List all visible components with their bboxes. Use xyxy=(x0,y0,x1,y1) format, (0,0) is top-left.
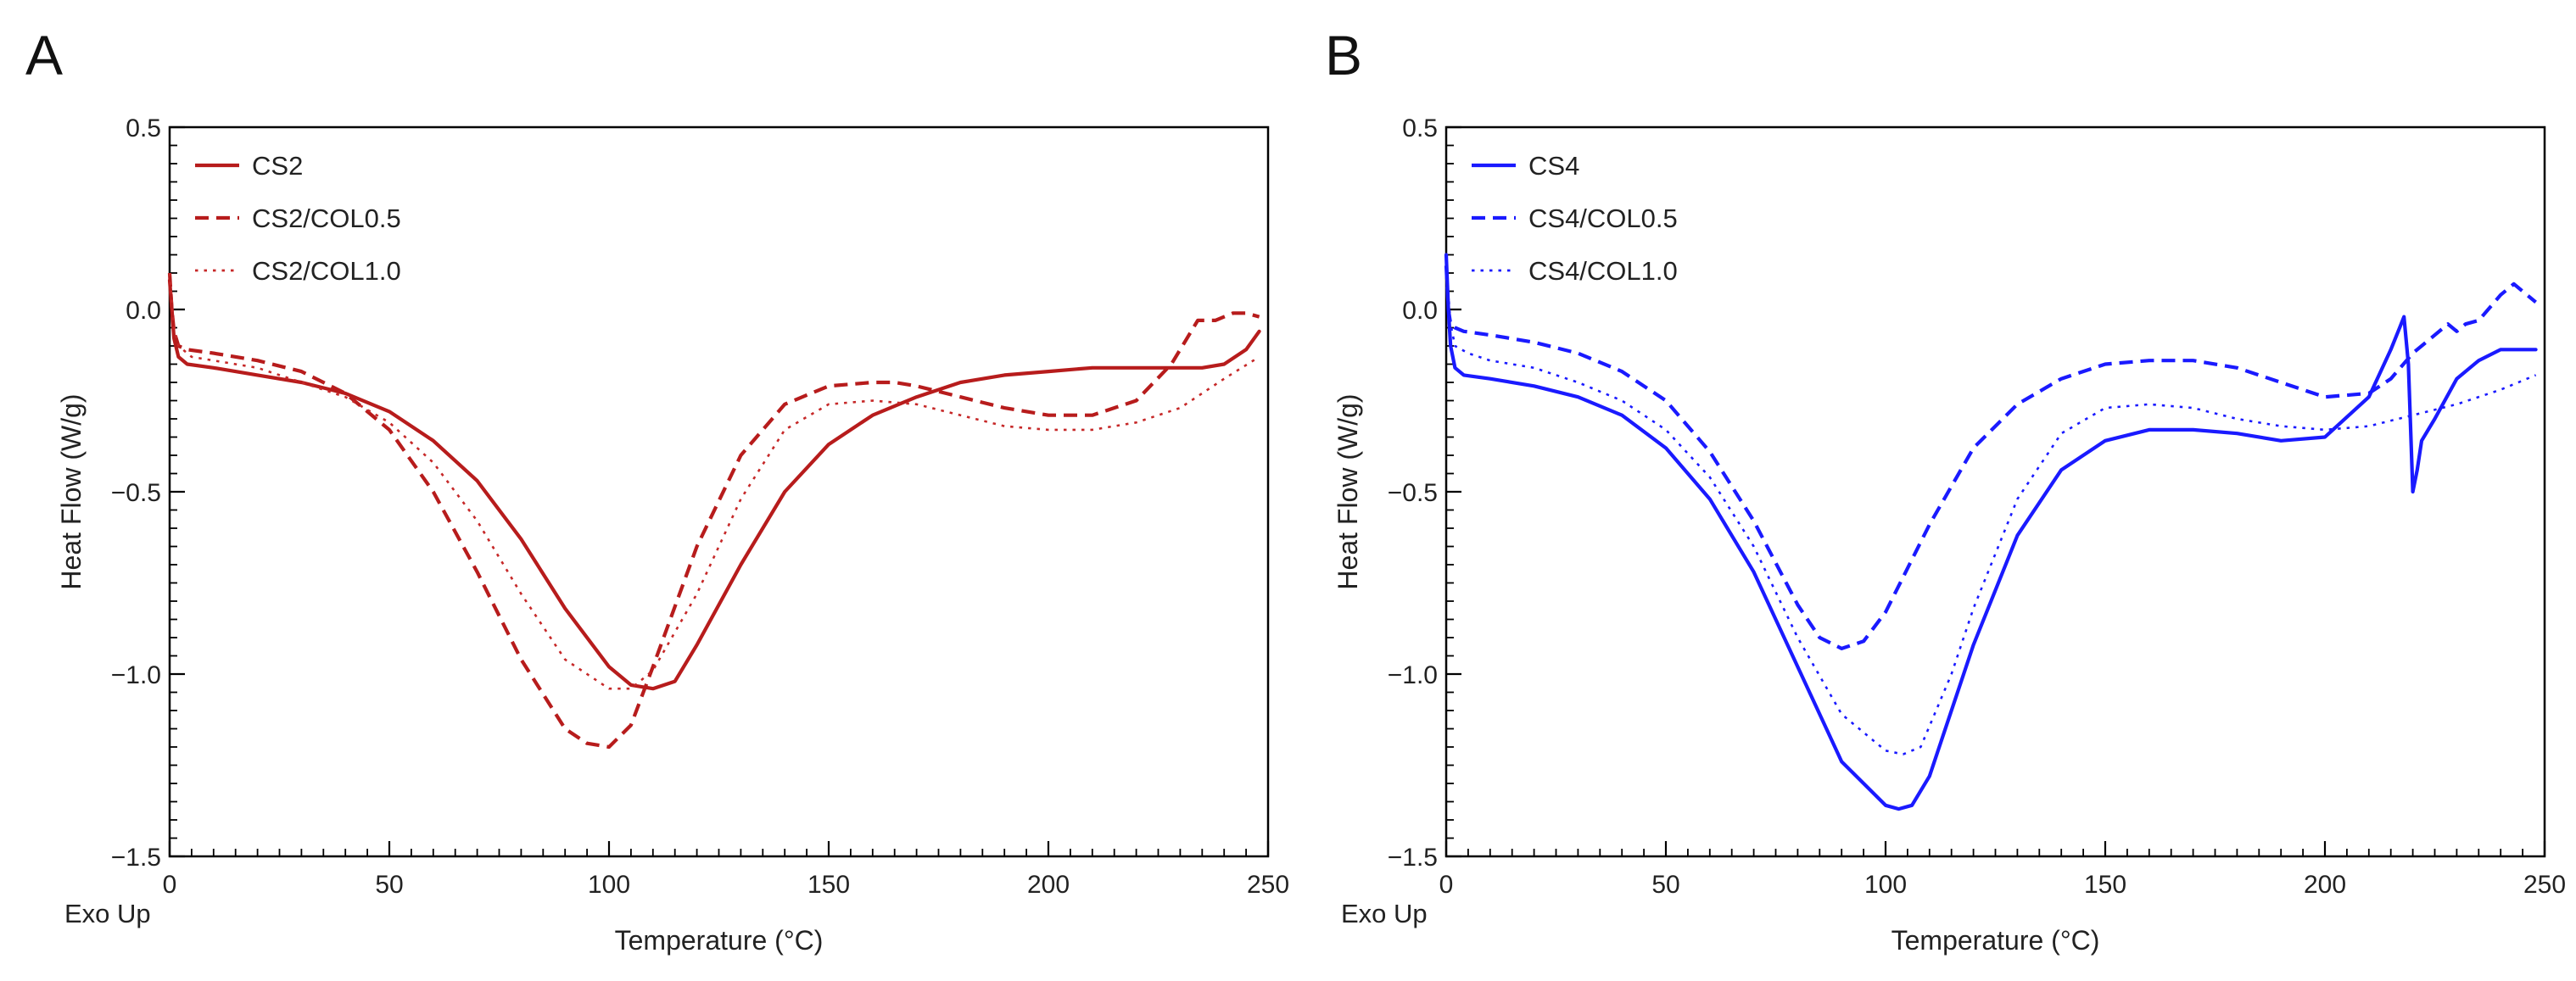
x-axis-title: Temperature (°C) xyxy=(1891,925,2100,956)
x-tick-label: 0 xyxy=(163,871,177,899)
x-tick-label: 0 xyxy=(1439,871,1454,899)
series-line-b-3 xyxy=(1444,265,2537,755)
exo-up-label: Exo Up xyxy=(1341,899,1428,928)
x-tick-label: 150 xyxy=(807,871,850,899)
x-tick-label: 250 xyxy=(2523,871,2566,899)
y-axis-title: Heat Flow (W/g) xyxy=(56,393,87,589)
x-axis-title: Temperature (°C) xyxy=(615,925,824,956)
x-tick-label: 200 xyxy=(1027,871,1070,899)
y-axis-title: Heat Flow (W/g) xyxy=(1333,393,1363,589)
exo-up-label: Exo Up xyxy=(64,899,151,928)
plot-frame-b xyxy=(1444,125,2546,858)
legend-label-b-1: CS4 xyxy=(1528,151,1579,181)
panel-letter-b: B xyxy=(1325,24,1362,86)
x-tick-label: 200 xyxy=(2304,871,2346,899)
series-line-a-1 xyxy=(167,278,1261,691)
y-tick-label: −1.5 xyxy=(1388,844,1438,872)
legend-label-a-1: CS2 xyxy=(252,151,303,181)
x-tick-label: 100 xyxy=(1864,871,1907,899)
x-tick-label: 150 xyxy=(2084,871,2126,899)
y-tick-label: −1.0 xyxy=(1388,661,1438,689)
legend-label-a-3: CS2/COL1.0 xyxy=(252,256,401,286)
legend-label-b-3: CS4/COL1.0 xyxy=(1528,256,1678,286)
legend-label-a-2: CS2/COL0.5 xyxy=(252,203,401,233)
series-line-a-2 xyxy=(167,272,1260,750)
chart-panel-b: B 0 50 100 150 200 250 0.5 0.0 −0.5 −1.0 −1.5 Temper… xyxy=(1325,24,2566,956)
y-tick-label: −0.5 xyxy=(111,479,161,507)
y-tick-label: −1.5 xyxy=(111,844,161,872)
plot-frame-a xyxy=(168,125,1270,858)
legend-label-b-2: CS4/COL0.5 xyxy=(1528,203,1678,233)
x-tick-label: 50 xyxy=(375,871,403,899)
series-line-b-2 xyxy=(1444,265,2537,650)
y-tick-label: 0.0 xyxy=(126,297,161,325)
chart-panel-a: A 0 50 100 150 200 250 0.5 0.0 −0.5 −1.0 −1.5 Temper… xyxy=(25,24,1289,956)
y-tick-label: 0.0 xyxy=(1402,297,1438,325)
series-line-a-3 xyxy=(168,272,1260,690)
y-tick-label: −1.0 xyxy=(111,661,161,689)
x-tick-label: 50 xyxy=(1651,871,1679,899)
x-tick-label: 100 xyxy=(588,871,630,899)
y-tick-label: 0.5 xyxy=(126,114,161,142)
y-tick-label: 0.5 xyxy=(1402,114,1438,142)
series-line-b-1 xyxy=(1444,253,2538,811)
y-tick-label: −0.5 xyxy=(1388,479,1438,507)
panel-letter-a: A xyxy=(25,24,63,86)
x-tick-label: 250 xyxy=(1247,871,1289,899)
